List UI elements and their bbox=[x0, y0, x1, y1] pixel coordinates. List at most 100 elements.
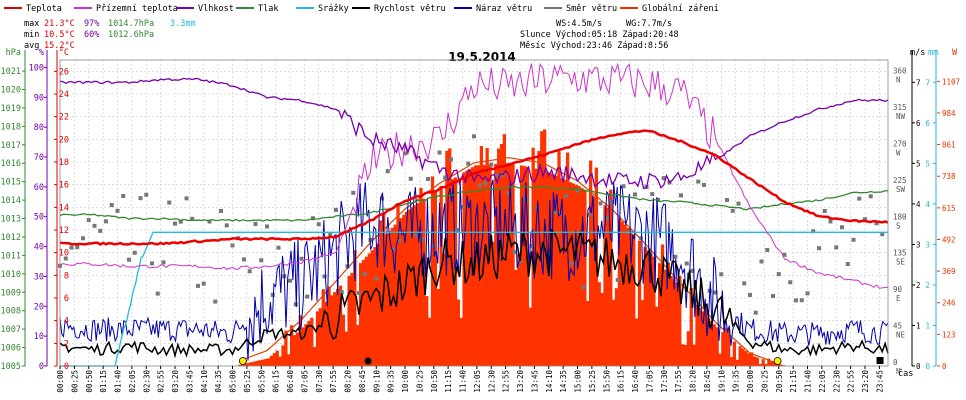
axis-pressure-tick-label: 1006 bbox=[1, 344, 21, 354]
radiation-bar bbox=[341, 314, 346, 366]
axis-wind-direction-tick-label: 90 bbox=[893, 285, 903, 294]
chart-legend: Teplota Přízemní teplota Vlhkost Tlak Srážky… bbox=[4, 4, 719, 14]
x-axis-tick-label: 00:50 bbox=[85, 370, 94, 393]
wind-direction-point bbox=[339, 290, 344, 295]
series-humidity bbox=[59, 77, 889, 190]
legend-item: Tlak bbox=[258, 4, 278, 14]
wind-direction-point bbox=[725, 198, 729, 203]
radiation-bar bbox=[689, 288, 693, 366]
wind-direction-point bbox=[863, 217, 867, 222]
stats-block: max 21.3°C 97% 1014.7hPa 3.3mm min 10.5°C 60% 10… bbox=[24, 19, 196, 51]
radiation-bar bbox=[238, 364, 242, 366]
axis-wind-direction-compass-label: NW bbox=[896, 112, 906, 121]
radiation-bar bbox=[672, 279, 676, 366]
wind-direction-point bbox=[690, 268, 695, 273]
radiation-bar bbox=[292, 335, 297, 366]
radiation-bar bbox=[430, 176, 435, 366]
radiation-bar bbox=[577, 186, 581, 366]
axis-wind-direction-tick-label: 45 bbox=[893, 322, 902, 331]
x-axis-tick-label: 20:50 bbox=[775, 370, 784, 393]
wind-direction-point bbox=[569, 261, 574, 266]
stats-min-temp: 10.5°C bbox=[44, 30, 75, 40]
x-axis-tick-label: 16:40 bbox=[631, 370, 640, 393]
radiation-bar bbox=[364, 256, 369, 366]
wind-direction-point bbox=[437, 150, 442, 155]
radiation-bar bbox=[436, 289, 440, 366]
x-axis: 00:00 00:25 00:50 01:15 01:40 02:05 02:30 02:55… bbox=[56, 366, 884, 393]
radiation-bar bbox=[384, 234, 389, 366]
axis-temperature-tick-label: 2 bbox=[64, 339, 69, 349]
moonset-marker bbox=[364, 357, 372, 365]
axis-humidity-tick-label: 10 bbox=[34, 332, 44, 342]
wind-direction-point bbox=[661, 176, 666, 181]
series-wind-speed bbox=[59, 228, 889, 359]
axis-rain-tick-label: 2 bbox=[925, 281, 930, 290]
axis-rain-tick-label: 3 bbox=[925, 240, 930, 249]
x-axis-tick-label: 05:25 bbox=[243, 370, 252, 393]
stats-max-pressure: 1014.7hPa bbox=[108, 19, 154, 29]
radiation-bar bbox=[727, 328, 731, 366]
wind-direction-point bbox=[299, 256, 304, 261]
radiation-bar bbox=[405, 211, 409, 366]
axis-radiation-tick-label: 1107 bbox=[942, 77, 960, 86]
wind-direction-point bbox=[121, 193, 126, 198]
radiation-bar bbox=[505, 163, 509, 366]
axis-temperature-tick-label: 18 bbox=[59, 158, 69, 168]
axis-pressure-tick-label: 1011 bbox=[1, 251, 21, 261]
wind-direction-point bbox=[144, 192, 149, 197]
radiation-bar bbox=[629, 231, 633, 366]
info-wind-speed: WS:4.5m/s bbox=[556, 19, 602, 29]
wind-direction-point bbox=[98, 228, 103, 233]
axis-wind-direction-compass-label: W bbox=[896, 148, 901, 157]
radiation-bar bbox=[318, 308, 323, 366]
radiation-bar bbox=[640, 300, 645, 366]
legend-item: Směr větru bbox=[566, 4, 617, 14]
radiation-bar bbox=[333, 292, 337, 366]
stats-avg-label: avg bbox=[24, 41, 39, 51]
wind-direction-point bbox=[259, 258, 264, 263]
radiation-bar bbox=[686, 331, 691, 366]
radiation-bar bbox=[548, 173, 553, 366]
radiation-bar bbox=[706, 317, 711, 366]
axis-wind-direction-compass-label: E bbox=[896, 294, 901, 303]
stats-min-pressure: 1012.6hPa bbox=[108, 30, 154, 40]
radiation-bar bbox=[482, 164, 486, 366]
wind-direction-point bbox=[581, 285, 586, 290]
wind-direction-point bbox=[805, 291, 810, 296]
axis-rain-tick-label: 0 bbox=[925, 362, 930, 371]
radiation-bar bbox=[324, 301, 328, 366]
radiation-bar bbox=[778, 364, 783, 366]
axis-pressure-tick-label: 1017 bbox=[1, 141, 21, 151]
x-axis-tick-label: 04:10 bbox=[200, 370, 209, 393]
wind-direction-point bbox=[753, 310, 758, 315]
wind-direction-point bbox=[357, 290, 361, 295]
axis-temperature-tick-label: 10 bbox=[59, 249, 69, 259]
radiation-bar bbox=[583, 190, 587, 366]
radiation-bar bbox=[617, 218, 622, 366]
radiation-bar bbox=[290, 325, 294, 366]
wind-direction-point bbox=[684, 261, 689, 266]
radiation-bar bbox=[298, 315, 302, 366]
axis-wind-speed-tick-label: 6 bbox=[916, 119, 921, 128]
x-axis-tick-label: 15:00 bbox=[574, 370, 583, 393]
wind-direction-point bbox=[288, 278, 292, 283]
axis-humidity-tick-label: 50 bbox=[34, 213, 44, 223]
radiation-bar bbox=[663, 269, 668, 366]
radiation-bar bbox=[557, 151, 561, 366]
radiation-bar bbox=[261, 359, 265, 366]
wind-direction-point bbox=[759, 259, 764, 264]
wind-direction-point bbox=[276, 245, 281, 250]
radiation-bar bbox=[361, 259, 366, 366]
radiation-bar bbox=[758, 364, 762, 366]
legend-item: Srážky bbox=[318, 4, 349, 14]
radiation-bar bbox=[522, 166, 527, 366]
x-axis-tick-label: 07:30 bbox=[315, 370, 324, 393]
radiation-bar bbox=[330, 295, 334, 366]
wind-direction-point bbox=[811, 229, 816, 234]
wind-direction-point bbox=[638, 236, 643, 241]
radiation-bar bbox=[428, 317, 432, 366]
radiation-bar bbox=[614, 288, 619, 366]
axis-wind-direction-tick-label: 135 bbox=[893, 249, 907, 258]
wind-direction-point bbox=[150, 261, 154, 266]
